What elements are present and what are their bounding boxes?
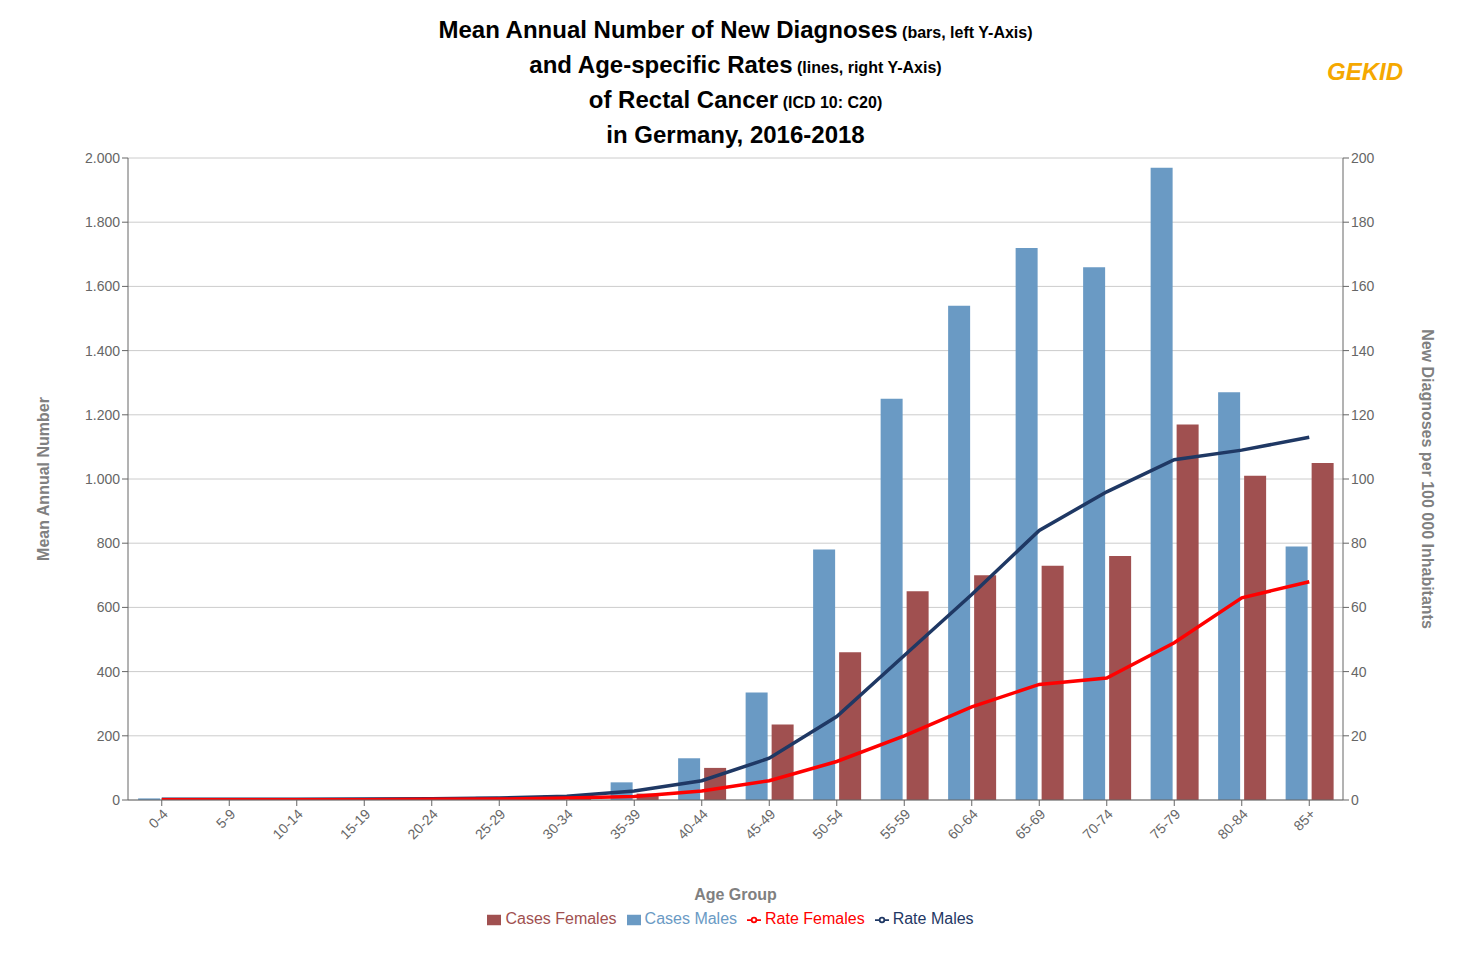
svg-text:Age Group: Age Group (694, 886, 777, 903)
html-text:Cases Males: Cases Males (644, 910, 738, 927)
svg-text:Mean Annual Number: Mean Annual Number (35, 397, 52, 561)
svg-text:45-49: 45-49 (742, 806, 779, 843)
svg-text:65-69: 65-69 (1012, 806, 1049, 843)
svg-text:140: 140 (1351, 343, 1375, 359)
svg-text:55-59: 55-59 (877, 806, 914, 843)
svg-text:1.400: 1.400 (85, 343, 120, 359)
html-text:of Rectal Cancer(ICD 10: C20): of Rectal Cancer(ICD 10: C20) (588, 86, 883, 113)
svg-text:5-9: 5-9 (213, 806, 239, 832)
svg-text:35-39: 35-39 (607, 806, 644, 843)
svg-text:40: 40 (1351, 664, 1367, 680)
svg-text:80: 80 (1351, 535, 1367, 551)
svg-text:400: 400 (97, 664, 121, 680)
svg-text:80-84: 80-84 (1214, 806, 1251, 843)
html-text:GEKID: GEKID (1327, 58, 1403, 85)
svg-text:20: 20 (1351, 728, 1367, 744)
svg-text:15-19: 15-19 (337, 806, 374, 843)
svg-text:1.200: 1.200 (85, 407, 120, 423)
svg-text:1.800: 1.800 (85, 214, 120, 230)
svg-text:180: 180 (1351, 214, 1375, 230)
svg-text:10-14: 10-14 (269, 806, 306, 843)
svg-text:30-34: 30-34 (539, 806, 576, 843)
svg-text:200: 200 (1351, 150, 1375, 166)
svg-text:40-44: 40-44 (674, 806, 711, 843)
html-text:and Age-specific Rates(lines,: and Age-specific Rates(lines, right Y-Ax… (529, 51, 942, 78)
html-text:in Germany, 2016-2018: in Germany, 2016-2018 (606, 121, 865, 148)
svg-text:120: 120 (1351, 407, 1375, 423)
html-text:Mean Annual Number of New Diag: Mean Annual Number of New Diagnoses(bars… (438, 16, 1033, 43)
svg-text:600: 600 (97, 599, 121, 615)
html-text:Rate Females: Rate Females (765, 910, 865, 927)
svg-text:50-54: 50-54 (809, 806, 846, 843)
svg-text:160: 160 (1351, 278, 1375, 294)
html-text:Rate Males: Rate Males (892, 910, 974, 927)
svg-text:70-74: 70-74 (1079, 806, 1116, 843)
svg-text:200: 200 (97, 728, 121, 744)
svg-text:New Diagnoses per 100 000 Inha: New Diagnoses per 100 000 Inhabitants (1419, 329, 1436, 629)
svg-text:75-79: 75-79 (1147, 806, 1184, 843)
svg-text:0: 0 (112, 792, 120, 808)
svg-text:100: 100 (1351, 471, 1375, 487)
svg-text:0: 0 (1351, 792, 1359, 808)
svg-text:0-4: 0-4 (145, 806, 171, 832)
svg-text:20-24: 20-24 (404, 806, 441, 843)
svg-text:800: 800 (97, 535, 121, 551)
svg-text:1.600: 1.600 (85, 278, 120, 294)
svg-text:1.000: 1.000 (85, 471, 120, 487)
svg-text:60: 60 (1351, 599, 1367, 615)
html-text:Cases Females: Cases Females (505, 910, 617, 927)
svg-text:60-64: 60-64 (944, 806, 981, 843)
svg-text:85+: 85+ (1290, 806, 1318, 834)
svg-text:25-29: 25-29 (472, 806, 509, 843)
svg-text:2.000: 2.000 (85, 150, 120, 166)
